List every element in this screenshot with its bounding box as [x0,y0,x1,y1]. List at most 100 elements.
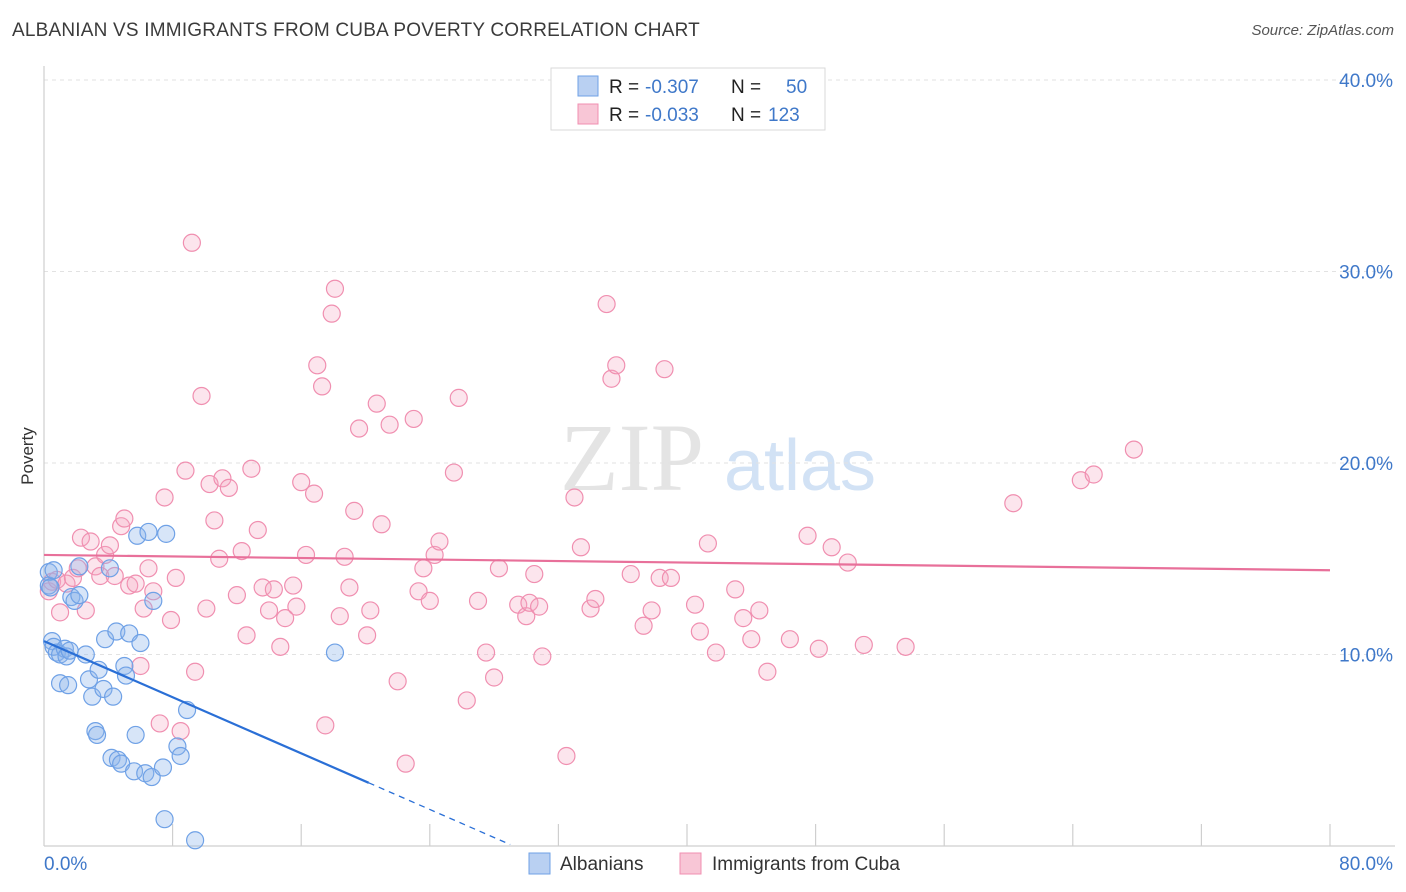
cuba-point [115,509,134,528]
albanians-point [100,559,120,578]
cuba-point [780,630,799,649]
cuba-point [126,574,145,593]
cuba-point [166,568,185,588]
cuba-point [210,549,229,568]
cuba-point [726,580,745,599]
cuba-point [176,461,195,480]
bottom-legend-swatch-cuba [679,852,702,875]
cuba-point [219,478,238,497]
cuba-point [372,515,391,534]
watermark-atlas: atlas [724,426,876,506]
cuba-point [292,473,311,492]
cuba-point [468,591,488,610]
cuba-point [838,553,857,572]
cuba-point [642,601,661,620]
cuba-point [100,536,120,555]
legend-n-value-2: 123 [768,105,800,126]
albanians-trend-extension [368,782,511,846]
legend-r-label-2: R = [609,105,639,126]
albanians-point [41,578,60,597]
cuba-point [581,599,600,618]
cuba-point [304,484,324,503]
cuba-point [296,545,316,565]
cuba-point [139,559,158,578]
cuba-point [186,662,205,681]
cuba-point [571,538,591,557]
legend-swatch-albanians [577,75,599,97]
albanians-point [325,643,345,662]
albanians-point [94,679,113,699]
trend-lines [43,553,1331,846]
bottom-legend-swatch-albanians [528,852,551,875]
cuba-point [414,559,433,578]
cuba-point [144,582,163,601]
cuba-point [335,547,354,566]
cuba-point [485,668,504,687]
cuba-point [1124,440,1143,459]
cuba-point [205,511,224,530]
cuba-trend-line [43,553,1331,572]
cuba-point [809,639,828,658]
cuba-point [798,526,817,545]
albanians-point [70,557,89,576]
x-tick-label-min: 0.0% [44,854,87,875]
cuba-point [476,643,496,662]
cuba-point [388,672,407,691]
albanians-point [131,633,150,653]
cuba-point [259,601,279,620]
cuba-point [161,610,181,630]
source-label: Source: ZipAtlas.com [1251,22,1394,39]
cuba-point [171,721,190,741]
cuba-point [232,541,251,561]
cuba-point [131,656,150,676]
watermark-zip: ZIP [560,404,704,511]
tick-labels: 10.0% 20.0% 30.0% 40.0% 0.0% 80.0% [44,71,1393,875]
albanians-point [144,591,163,610]
cuba-point [50,603,70,622]
y-axis-label: Poverty [18,427,37,485]
albanians-point [104,687,123,706]
cuba-point [325,279,345,298]
cuba-point [120,576,139,595]
y-tick-label: 30.0% [1339,263,1393,284]
albanians-point [171,746,190,766]
cuba-point [330,607,349,626]
cuba-point [621,564,640,584]
cuba-point [525,564,544,584]
cuba-point [404,409,423,429]
x-tick-label-max: 80.0% [1339,854,1393,875]
cuba-point [854,635,873,655]
albanians-point [59,676,78,695]
bottom-legend: Albanians Immigrants from Cuba [528,852,900,875]
cuba-point [253,578,272,597]
cuba-point [449,388,468,407]
cuba-point [634,616,653,635]
cuba-point [237,626,256,645]
albanians-point [102,748,121,768]
legend-r-value-1: -0.307 [645,77,699,98]
cuba-point [71,528,91,547]
cuba-point [517,607,536,626]
cuba-point [530,597,549,616]
albanians-point [126,725,145,745]
legend-n-value-1: 50 [786,77,807,98]
legend-n-label-2: N = [731,105,761,126]
albanians-point [116,666,136,685]
cuba-point [358,626,377,645]
cuba-point [264,580,283,599]
cuba-point [420,591,439,610]
cuba-point [685,595,705,614]
albanians-point [124,762,144,781]
bottom-legend-cuba: Immigrants from Cuba [712,854,900,875]
cuba-point [690,622,709,641]
data-points [39,233,1143,850]
chart-title: ALBANIAN VS IMMIGRANTS FROM CUBA POVERTY… [12,20,700,41]
cuba-point [213,469,232,488]
albanians-point [157,524,176,543]
cuba-point [396,754,415,773]
axes [43,66,1395,847]
albanians-trend-line [43,640,370,784]
cuba-point [742,630,761,649]
cuba-point [242,459,261,478]
